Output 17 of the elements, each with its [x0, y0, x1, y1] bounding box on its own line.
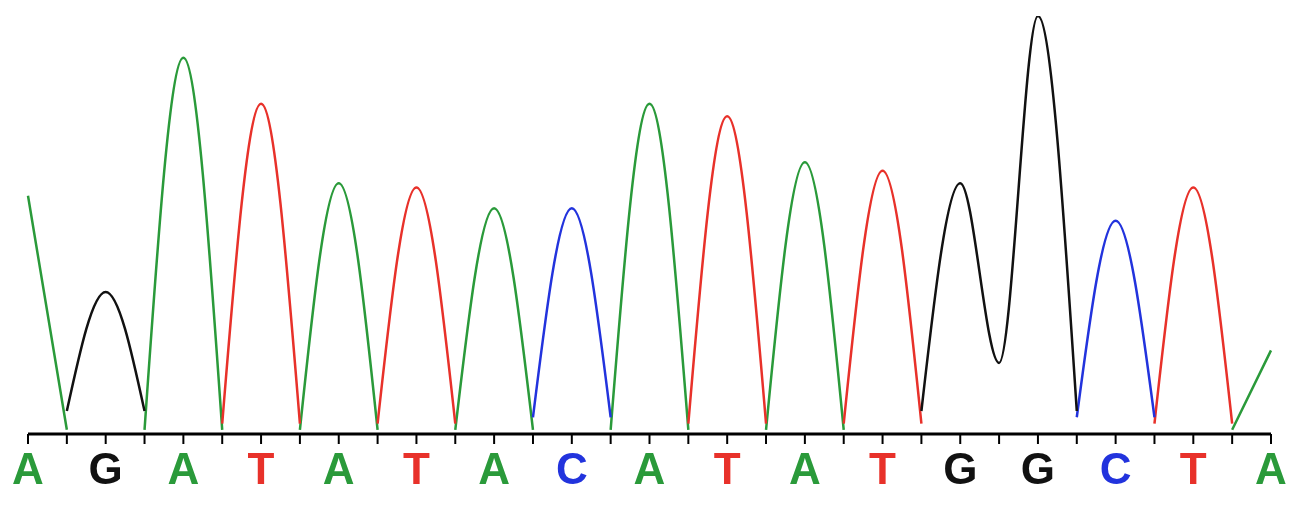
x-tick-label: A [322, 444, 355, 493]
x-tick-label: T [1179, 444, 1207, 493]
x-tick-label: C [1099, 444, 1132, 493]
x-tick-label: G [943, 444, 978, 493]
x-tick-label: G [88, 444, 123, 493]
x-tick-label: A [12, 444, 44, 493]
x-tick-label: A [788, 444, 821, 493]
x-tick-label: T [402, 444, 430, 493]
x-tick-label: A [1255, 444, 1287, 493]
x-tick-label: C [555, 444, 588, 493]
x-tick-label: G [1020, 444, 1056, 493]
x-tick-label: T [247, 444, 275, 493]
x-tick-label: T [869, 444, 897, 493]
x-tick-label: T [713, 444, 741, 493]
x-tick-label: A [167, 444, 200, 493]
x-tick-label: A [478, 444, 511, 493]
x-tick-label: A [633, 444, 666, 493]
